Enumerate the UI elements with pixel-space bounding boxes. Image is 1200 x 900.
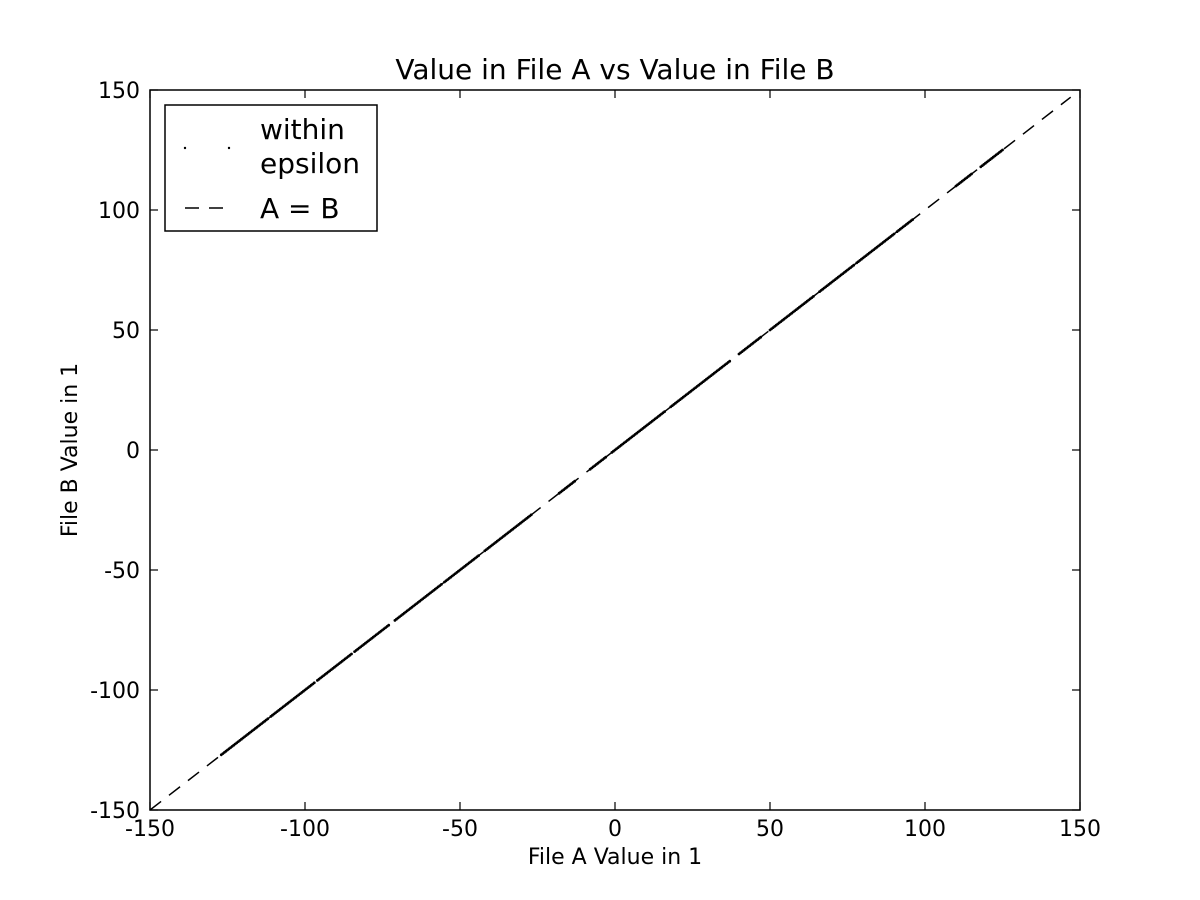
y-tick-label: -100 bbox=[90, 679, 140, 704]
chart-title: Value in File A vs Value in File B bbox=[395, 53, 834, 86]
data-point-run bbox=[669, 359, 732, 409]
plot-frame bbox=[149, 89, 1081, 811]
legend-label-within: within bbox=[260, 113, 345, 146]
data-point bbox=[604, 455, 608, 459]
data-point bbox=[266, 717, 270, 721]
data-point-run bbox=[588, 455, 608, 471]
data-point bbox=[759, 335, 763, 339]
data-point bbox=[728, 359, 732, 363]
data-point bbox=[812, 295, 815, 298]
data-point-run bbox=[737, 335, 763, 356]
data-point-run bbox=[768, 295, 815, 332]
data-point bbox=[312, 681, 316, 685]
x-tick-label: 50 bbox=[756, 817, 784, 842]
data-point bbox=[529, 513, 533, 517]
data-point-run bbox=[269, 681, 316, 718]
data-point-run bbox=[954, 172, 973, 188]
plot-area bbox=[149, 96, 1072, 811]
data-point-run bbox=[557, 479, 577, 495]
legend-marker-point bbox=[183, 146, 187, 150]
data-point bbox=[892, 232, 896, 236]
y-tick-label: -50 bbox=[104, 559, 140, 584]
data-point-run bbox=[393, 583, 443, 622]
legend-box bbox=[164, 104, 378, 232]
data-point bbox=[440, 583, 443, 586]
data-point bbox=[663, 410, 666, 413]
y-tick-label: -150 bbox=[90, 799, 140, 824]
legend-label-epsilon: epsilon bbox=[260, 147, 360, 180]
x-tick-label: -50 bbox=[442, 817, 478, 842]
data-point bbox=[573, 479, 577, 483]
legend-marker-point bbox=[227, 146, 231, 150]
x-tick-label: -150 bbox=[125, 817, 175, 842]
data-point bbox=[852, 263, 856, 267]
data-point bbox=[911, 218, 914, 222]
axis-ticks: -150 -100 -50 0 50 100 150 -150 -100 -50 0 50 100 150 bbox=[90, 79, 1101, 842]
y-tick-label: 0 bbox=[126, 439, 140, 464]
data-point-run bbox=[818, 263, 856, 293]
y-axis-label: File B Value in 1 bbox=[58, 363, 83, 537]
y-tick-label: 100 bbox=[98, 199, 140, 224]
x-tick-label: 100 bbox=[904, 817, 946, 842]
data-point-run bbox=[353, 623, 391, 653]
x-tick-label: -100 bbox=[280, 817, 330, 842]
data-point-run bbox=[483, 513, 533, 553]
data-point bbox=[1001, 148, 1004, 152]
data-point bbox=[970, 172, 973, 176]
data-point-run bbox=[443, 554, 480, 584]
data-point-run bbox=[610, 410, 666, 454]
data-point-run bbox=[219, 717, 270, 757]
data-point bbox=[387, 623, 391, 627]
legend: within epsilon A = B bbox=[164, 104, 378, 232]
data-point-run bbox=[316, 652, 353, 682]
x-tick-label: 150 bbox=[1059, 817, 1101, 842]
data-point-run bbox=[855, 232, 896, 265]
x-axis-label: File A Value in 1 bbox=[528, 845, 702, 870]
legend-label-a-equals-b: A = B bbox=[260, 192, 340, 225]
data-point-run bbox=[979, 148, 1004, 169]
y-tick-label: 50 bbox=[112, 319, 140, 344]
data-point bbox=[350, 652, 353, 656]
data-point-run bbox=[895, 218, 914, 234]
x-tick-label: 0 bbox=[608, 817, 622, 842]
y-tick-label: 150 bbox=[98, 79, 140, 104]
data-point bbox=[477, 554, 480, 557]
